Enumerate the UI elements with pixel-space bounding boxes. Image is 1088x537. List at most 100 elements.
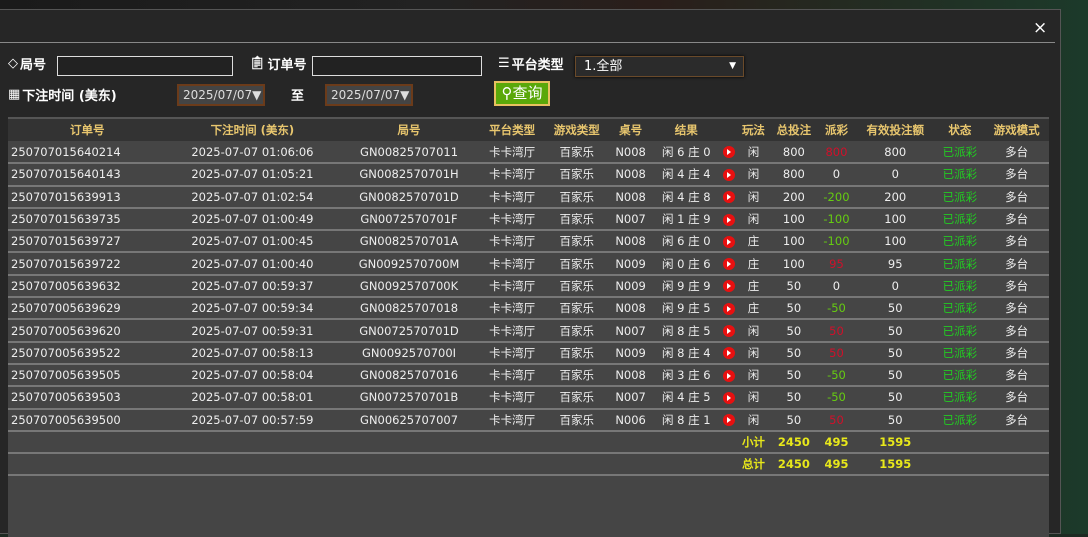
cell: [166, 430, 339, 455]
cell: 50: [818, 341, 855, 365]
play-video-icon[interactable]: [722, 369, 735, 382]
cell: 已派彩: [935, 319, 985, 343]
table-row[interactable]: 250707015639722 2025-07-07 01:00:40 GN0092…: [8, 252, 1049, 276]
replay-cell: [720, 408, 738, 432]
column-header[interactable]: 总投注: [769, 119, 819, 141]
cell: 50: [818, 408, 855, 432]
table-row[interactable]: 250707015639727 2025-07-07 01:00:45 GN0082…: [8, 230, 1049, 254]
round-input[interactable]: [57, 56, 233, 76]
play-video-icon[interactable]: [722, 391, 735, 404]
column-header[interactable]: 下注时间 (美东): [166, 119, 339, 141]
subtotal-row: 小计 2450 495 1595: [8, 430, 1049, 455]
table-row[interactable]: 250707005639522 2025-07-07 00:58:13 GN0092…: [8, 341, 1049, 365]
cell: 庄: [737, 297, 770, 321]
cell: 250707005639629: [8, 297, 167, 321]
replay-cell: [720, 319, 738, 343]
cell: N007: [609, 386, 653, 410]
cell: GN0082570701A: [338, 230, 480, 254]
play-video-icon[interactable]: [722, 191, 735, 204]
column-header[interactable]: 订单号: [8, 119, 167, 141]
cell: 250707015640143: [8, 163, 167, 187]
cell: 卡卡湾厅: [479, 141, 545, 165]
column-header[interactable]: 游戏模式: [984, 119, 1049, 141]
cell: [8, 453, 167, 477]
play-video-icon[interactable]: [722, 325, 735, 338]
table-row[interactable]: 250707015640143 2025-07-07 01:05:21 GN0082…: [8, 163, 1049, 187]
column-header[interactable]: 桌号: [609, 119, 653, 141]
cell: 卡卡湾厅: [479, 207, 545, 232]
play-video-icon[interactable]: [722, 414, 735, 427]
column-header[interactable]: 局号: [338, 119, 480, 141]
column-header[interactable]: 平台类型: [479, 119, 545, 141]
cell: 百家乐: [544, 185, 610, 209]
cell: [609, 430, 653, 455]
column-header[interactable]: 玩法: [737, 119, 770, 141]
cell: GN00825707018: [338, 297, 480, 321]
cell: GN0072570701D: [338, 319, 480, 343]
platform-select[interactable]: 1.全部 ▼: [575, 56, 744, 77]
play-video-icon[interactable]: [722, 258, 735, 271]
cell: 50: [769, 341, 819, 365]
column-header[interactable]: 游戏类型: [544, 119, 610, 141]
replay-cell: [720, 363, 738, 388]
cell: 卡卡湾厅: [479, 341, 545, 365]
table-row[interactable]: 250707015639735 2025-07-07 01:00:49 GN0072…: [8, 207, 1049, 232]
cell: 百家乐: [544, 274, 610, 299]
cell: [338, 453, 480, 477]
replay-cell: [720, 297, 738, 321]
cell: N008: [609, 230, 653, 254]
replay-cell: [720, 274, 738, 299]
order-input[interactable]: [312, 56, 482, 76]
query-button[interactable]: ⚲查询: [494, 81, 550, 106]
cell: 闲: [737, 207, 770, 232]
column-header[interactable]: 结果: [652, 119, 721, 141]
cell: 庄: [737, 230, 770, 254]
close-button[interactable]: ×: [1033, 18, 1048, 38]
cell: 多台: [984, 363, 1049, 388]
cell: 闲 4 庄 5: [652, 386, 721, 410]
cell: 闲 8 庄 4: [652, 341, 721, 365]
table-row[interactable]: 250707015640214 2025-07-07 01:06:06 GN0082…: [8, 141, 1049, 165]
cell: 2025-07-07 01:02:54: [166, 185, 339, 209]
table-row[interactable]: 250707005639629 2025-07-07 00:59:34 GN0082…: [8, 297, 1049, 321]
cell: 百家乐: [544, 141, 610, 165]
date-to-picker[interactable]: 2025/07/07▼: [325, 84, 413, 106]
column-header[interactable]: 派彩: [818, 119, 855, 141]
date-from-picker[interactable]: 2025/07/07▼: [177, 84, 265, 106]
cell: 250707005639620: [8, 319, 167, 343]
cell: 250707015639727: [8, 230, 167, 254]
cell: 2025-07-07 01:00:45: [166, 230, 339, 254]
column-header[interactable]: [720, 119, 738, 141]
cell: 闲 4 庄 4: [652, 163, 721, 187]
play-video-icon[interactable]: [722, 347, 735, 360]
cell: 50: [769, 408, 819, 432]
cell: 百家乐: [544, 341, 610, 365]
cell: 800: [854, 141, 936, 165]
table-row[interactable]: 250707005639632 2025-07-07 00:59:37 GN0092…: [8, 274, 1049, 299]
cell: GN0092570700M: [338, 252, 480, 276]
cell: 多台: [984, 230, 1049, 254]
cell: 多台: [984, 297, 1049, 321]
table-row[interactable]: 250707005639500 2025-07-07 00:57:59 GN0062…: [8, 408, 1049, 432]
cell: GN0072570701F: [338, 207, 480, 232]
column-header[interactable]: 有效投注额: [854, 119, 936, 141]
table-row[interactable]: 250707005639620 2025-07-07 00:59:31 GN0072…: [8, 319, 1049, 343]
cell: 卡卡湾厅: [479, 319, 545, 343]
cell: 250707005639503: [8, 386, 167, 410]
table-row[interactable]: 250707015639913 2025-07-07 01:02:54 GN0082…: [8, 185, 1049, 209]
play-video-icon[interactable]: [722, 235, 735, 248]
cell: [166, 453, 339, 477]
divider: [0, 42, 1055, 43]
play-video-icon[interactable]: [722, 280, 735, 293]
play-video-icon[interactable]: [722, 146, 735, 159]
cell: GN0082570701H: [338, 163, 480, 187]
play-video-icon[interactable]: [722, 213, 735, 226]
cell: [720, 453, 738, 477]
column-header[interactable]: 状态: [935, 119, 985, 141]
time-label: ▦ 下注时间 (美东): [8, 87, 117, 104]
table-row[interactable]: 250707005639505 2025-07-07 00:58:04 GN0082…: [8, 363, 1049, 388]
cell: 250707015639722: [8, 252, 167, 276]
table-row[interactable]: 250707005639503 2025-07-07 00:58:01 GN0072…: [8, 386, 1049, 410]
play-video-icon[interactable]: [722, 302, 735, 315]
play-video-icon[interactable]: [722, 168, 735, 181]
